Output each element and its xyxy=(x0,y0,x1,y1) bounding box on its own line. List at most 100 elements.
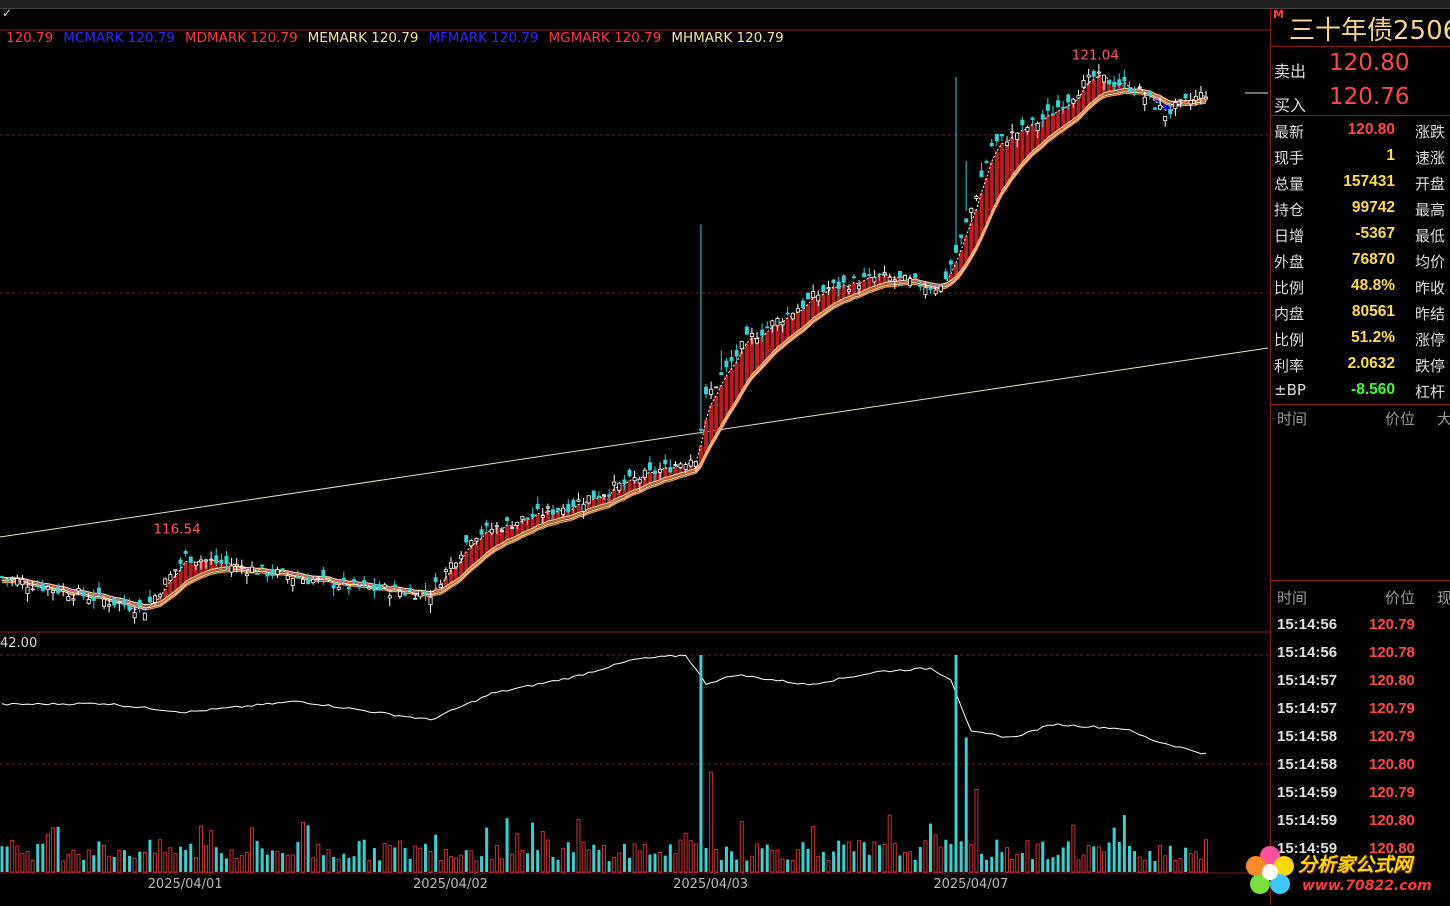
stat-label-2: 均价 xyxy=(1415,253,1446,271)
candle-body xyxy=(550,509,555,515)
stat-value: 2.0632 xyxy=(1347,355,1395,372)
volume-bar xyxy=(336,858,341,873)
candle-body xyxy=(454,562,459,568)
stat-label-2: 涨跌 xyxy=(1415,123,1446,141)
legend-item: MGMARK 120.79 xyxy=(548,30,662,46)
volume-bar xyxy=(378,860,382,872)
volume-bar xyxy=(1163,855,1168,873)
volume-bar xyxy=(581,841,586,873)
header-price: 价位 xyxy=(1385,410,1416,428)
candle-body xyxy=(499,530,504,533)
volume-bar xyxy=(1025,840,1030,873)
candle-body xyxy=(142,612,147,621)
candle-body xyxy=(1142,96,1147,105)
stat-label-2: 速涨 xyxy=(1415,149,1446,167)
volume-bar xyxy=(102,844,107,873)
volume-bar xyxy=(801,842,805,872)
volume-bar xyxy=(301,821,305,873)
volume-bar xyxy=(30,860,35,873)
stat-label: 比例 xyxy=(1274,331,1305,349)
tick-row: 15:14:58 120.79 xyxy=(1277,724,1450,752)
candle-body xyxy=(800,300,805,308)
volume-bar xyxy=(1188,853,1193,873)
volume-bar xyxy=(765,844,769,872)
volume-bar xyxy=(612,856,617,873)
candle-body xyxy=(637,478,642,484)
volume-bar xyxy=(275,851,280,873)
volume-bar xyxy=(469,850,474,873)
volume-bar xyxy=(1081,854,1086,873)
stat-value: -5367 xyxy=(1355,225,1395,242)
price-annotation: 116.54 xyxy=(153,522,200,538)
candle-body xyxy=(505,517,510,521)
stat-row: 内盘 80561 昨结 xyxy=(1273,300,1450,326)
tick-row: 15:14:59 120.79 xyxy=(1277,780,1450,808)
volume-bar xyxy=(489,859,494,873)
volume-bar xyxy=(347,857,351,872)
candle-body xyxy=(607,494,612,497)
tick-time: 15:14:56 xyxy=(1277,644,1338,661)
candle-body xyxy=(943,271,948,280)
volume-bar xyxy=(918,847,922,872)
volume-bar xyxy=(510,853,515,873)
volume-bar xyxy=(755,843,760,873)
volume-bar xyxy=(138,851,142,872)
candle-body xyxy=(576,499,581,502)
legend-item: MCMARK 120.79 xyxy=(63,30,175,46)
candle-body xyxy=(1061,106,1066,109)
candle-body xyxy=(535,503,540,510)
candle-body xyxy=(964,218,969,223)
volume-bar xyxy=(867,854,871,872)
tick-price: 120.79 xyxy=(1369,700,1415,717)
volume-bar xyxy=(1101,851,1106,873)
candle-body xyxy=(147,596,152,603)
candle-body xyxy=(1122,76,1127,82)
volume-bar xyxy=(749,856,754,873)
contract-title[interactable]: 三十年债2506 xyxy=(1289,16,1450,46)
candle-body xyxy=(1050,113,1055,116)
candle-body xyxy=(617,482,622,491)
volume-bar xyxy=(148,839,152,872)
stat-label: 外盘 xyxy=(1274,253,1305,271)
checkmark-icon[interactable]: ✓ xyxy=(2,6,13,20)
volume-bar xyxy=(882,843,887,873)
buy-quote[interactable]: 买入 120.76 xyxy=(1273,82,1450,116)
stat-label: 持仓 xyxy=(1274,201,1305,219)
candle-body xyxy=(545,506,550,509)
volume-bar xyxy=(1092,846,1096,872)
stat-row: 外盘 76870 均价 xyxy=(1273,248,1450,274)
volume-bar xyxy=(45,834,50,873)
volume-bar xyxy=(1142,859,1147,873)
stat-value: 80561 xyxy=(1351,303,1395,320)
candle-body xyxy=(1056,100,1061,108)
sell-quote[interactable]: 卖出 120.80 xyxy=(1273,48,1450,82)
candle-body xyxy=(561,507,566,515)
tick-row: 15:14:57 120.79 xyxy=(1277,696,1450,724)
volume-bar xyxy=(632,843,637,873)
candle-body xyxy=(153,595,158,603)
tick-time: 15:14:57 xyxy=(1277,700,1338,717)
date-tick-label: 2025/04/02 xyxy=(412,877,488,892)
volume-bar xyxy=(515,833,520,873)
stat-label: 现手 xyxy=(1274,149,1305,167)
market-badge: M xyxy=(1273,8,1284,21)
volume-bar xyxy=(229,849,234,873)
candle-body xyxy=(265,573,270,577)
candle-body xyxy=(20,579,25,586)
volume-bar xyxy=(198,825,203,873)
volume-bar xyxy=(1168,845,1172,872)
volume-bar xyxy=(418,847,423,873)
candle-body xyxy=(423,590,428,595)
candle-body xyxy=(994,134,999,142)
candle-body xyxy=(918,284,923,288)
candle-body xyxy=(35,585,40,587)
candle-body xyxy=(704,386,709,395)
volume-bar xyxy=(128,855,132,872)
volume-bar xyxy=(1000,852,1004,872)
date-tick-label: 2025/04/03 xyxy=(673,877,749,892)
candle-body xyxy=(403,593,408,596)
candle-body xyxy=(663,459,668,465)
stat-label: 利率 xyxy=(1274,357,1305,375)
panel-divider xyxy=(1271,404,1450,405)
candle-body xyxy=(933,289,938,295)
